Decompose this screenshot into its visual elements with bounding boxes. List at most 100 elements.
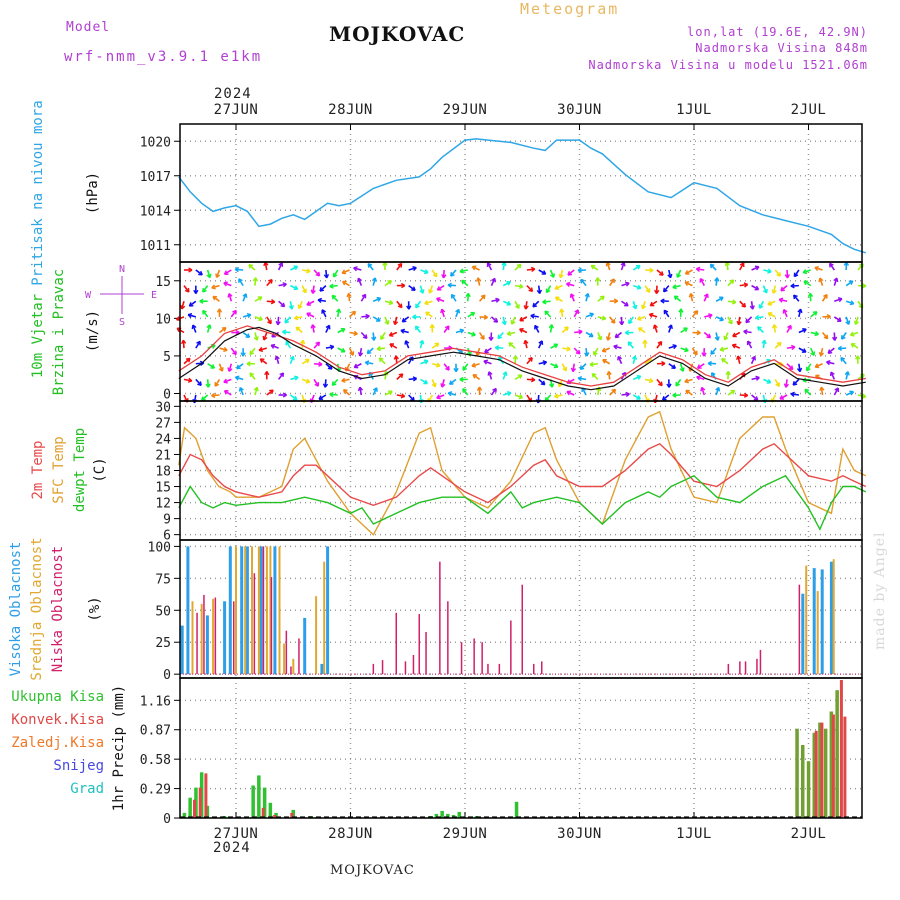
wind-barb-head [530,266,536,270]
wind-barb-head [459,378,464,383]
wind-barb-head [471,266,476,271]
pressure-line [178,138,867,254]
wind-barb-head [862,283,867,287]
wind-barb-head [483,360,487,365]
cloud-bar [180,625,184,675]
wind-barb-head [637,284,642,289]
temp-line-sfc [178,410,867,536]
cloud-bar [265,546,268,675]
wind-barb-head [408,356,414,360]
y-tick-label: 1014 [140,204,171,219]
wind-barb-head [743,302,747,308]
wind-barb-head [176,327,180,333]
wind-barb-head [507,300,512,306]
wind-barb-head [259,358,263,363]
wind-barb-head [465,292,469,297]
wind-barb-head [277,321,281,326]
wind-barb-head [447,284,452,288]
wind-barb-head [249,352,255,356]
wind-barb-head [757,326,760,331]
wind-barb-head [584,292,589,297]
wind-barb-head [637,395,641,400]
wind-barb-head [252,277,257,282]
wind-barb-head [531,377,536,381]
wind-barb-head [660,381,663,386]
precip-bar [273,815,277,818]
wind-barb-head [221,367,224,372]
wind-barb-head [306,312,310,318]
wind-barb-head [400,329,405,334]
cloud-bar [253,573,256,675]
pressure-unit-label: (hPa) [85,172,101,214]
wind-barb-head [620,261,625,266]
cloud-bar [315,596,318,675]
wind-barb-head [530,315,535,319]
wind-barb-head [707,362,712,367]
wind-barb-head [495,297,500,301]
wind-barb-head [802,271,808,275]
wind-barb-head [424,379,428,384]
wind-barb-head [819,386,823,392]
wind-barb-head [544,310,547,316]
wind-barb-head [246,312,251,316]
wind-barb-head [335,308,340,313]
wind-barb-head [364,361,369,366]
wind-barb-head [424,302,429,306]
wind-barb-head [483,314,488,319]
wind-barb-head [771,324,775,329]
wind-barb-head [282,282,287,285]
wind-barb-head [380,336,385,340]
y-tick-label: 12 [155,497,171,512]
wind-barb-head [743,330,748,335]
wind-barb-head [263,336,268,341]
wind-barb-head [234,268,239,273]
wind-barb-head [744,392,749,396]
cloud-bar [298,638,300,675]
wind-barb-head [566,346,571,350]
model-elevation-info: Nadmorska Visina u modelu 1521.06m [588,58,868,72]
wind-barb-head [214,383,220,387]
precip-bar [251,785,255,818]
wind-gust-line [178,325,866,387]
wind-barb-head [242,352,246,357]
precip-bar [188,797,192,818]
cloud-bar [425,632,427,675]
precip-bar [514,801,519,818]
wind-barb-head [743,282,748,286]
x-tick-label-top: 1JUL [676,102,712,118]
wind-barb-head [834,336,838,341]
precip-legend-item: Konvek.Kisa [11,712,104,728]
wind-barb-head [791,344,796,348]
wind-barb-head [491,277,496,282]
cloud-bar [273,546,277,675]
temp2m-axis-label: 2m Temp [30,440,46,499]
wind-barb-head [329,285,334,289]
wind-barb-head [223,381,228,384]
wind-barb-head [848,320,851,325]
wind-barb-head [312,290,316,294]
wind-barb-head [695,268,700,272]
cloud-bar [541,661,543,675]
wind-barb-head [209,273,212,278]
wind-barb-head [487,371,490,376]
wind-barb-head [751,355,756,360]
wind-barb-head [387,320,390,325]
y-tick-label: 75 [155,572,171,587]
x-tick-label-bottom: 2JUL [791,826,827,842]
wind-barb-head [211,287,216,290]
cloud-bar [820,569,824,675]
precip-bar [818,722,822,818]
wind-barb-head [621,321,625,326]
wind-barb-head [353,330,358,335]
wind-barb-head [678,308,682,313]
wind-barb-head [508,342,511,347]
wind-barb-head [794,274,799,278]
wind-barb-head [628,321,633,325]
wind-barb-head [613,345,618,350]
cloud-bar [798,584,801,675]
wind-barb-head [188,377,193,382]
wind-barb-head [259,316,263,321]
wind-barb-head [398,373,403,376]
wind-barb-head [577,269,582,273]
wind-barb-head [317,299,322,304]
